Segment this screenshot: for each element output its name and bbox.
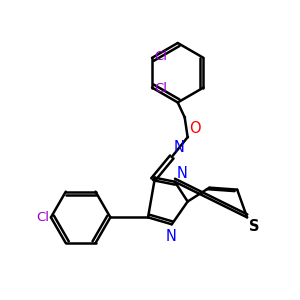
Text: N: N bbox=[165, 229, 176, 244]
Text: S: S bbox=[249, 219, 260, 234]
Text: O: O bbox=[189, 121, 200, 136]
Text: Cl: Cl bbox=[36, 211, 49, 224]
Text: Cl: Cl bbox=[154, 82, 167, 95]
Text: N: N bbox=[174, 140, 185, 155]
Text: Cl: Cl bbox=[154, 50, 167, 63]
Text: N: N bbox=[177, 166, 188, 181]
